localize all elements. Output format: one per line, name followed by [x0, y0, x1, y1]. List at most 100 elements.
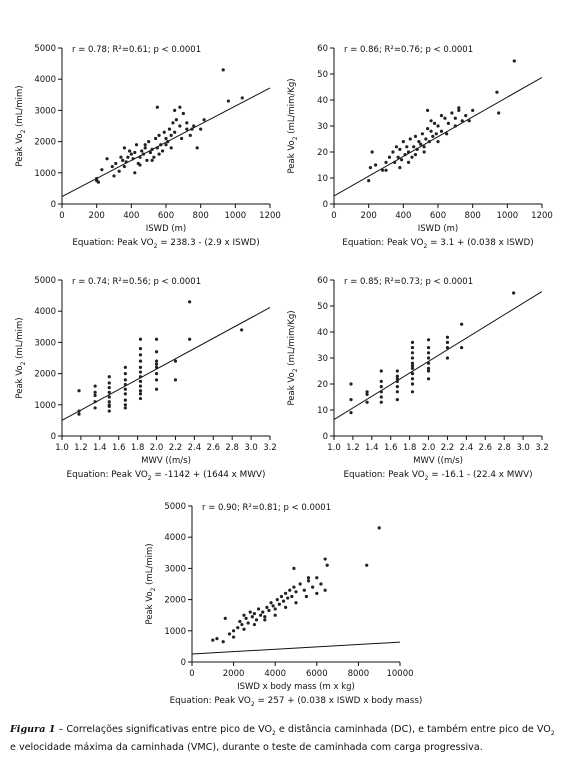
- data-point: [138, 359, 143, 363]
- x-tick-label: 6000: [306, 669, 328, 679]
- data-point: [131, 157, 135, 161]
- x-tick-label: 600: [158, 211, 174, 221]
- y-tick-label: 0: [323, 432, 328, 442]
- data-point: [410, 346, 415, 350]
- y-tick-label: 40: [317, 328, 328, 338]
- data-point: [171, 121, 175, 125]
- data-point: [426, 127, 430, 131]
- data-point: [464, 114, 468, 118]
- data-point: [406, 150, 411, 154]
- x-tick-label: 0: [331, 211, 336, 221]
- chart-5-svg: 0 1000 2000 3000 4000 5000 0 2000 4000 6000 8000 10…: [145, 502, 423, 708]
- data-point: [436, 140, 440, 144]
- equation-main: Equation: Peak VO: [342, 238, 423, 248]
- equation-label: Equation: Peak VO2 = 257 + (0.038 x ISWD…: [170, 696, 423, 708]
- data-point: [284, 591, 288, 595]
- data-point: [365, 400, 369, 404]
- data-point: [143, 143, 147, 147]
- data-point: [138, 392, 143, 396]
- x-tick-label: 2.8: [497, 443, 511, 453]
- equation-sub: 2: [425, 475, 429, 482]
- y-axis-label: Peak Vo2 (mL/mim/Kg): [287, 78, 299, 173]
- y-tick-label: 3000: [34, 106, 56, 116]
- data-point: [311, 585, 315, 589]
- data-point: [497, 111, 501, 115]
- x-tick-label: 2.0: [422, 443, 436, 453]
- data-point: [110, 164, 114, 169]
- data-point: [162, 130, 166, 134]
- regression-line: [334, 291, 542, 421]
- data-point: [395, 379, 399, 383]
- data-point: [306, 576, 311, 580]
- stats-label: r = 0.78; R²=0.61; p < 0.0001: [72, 45, 201, 55]
- x-tick-label: 3.0: [516, 443, 530, 453]
- data-point: [431, 134, 435, 138]
- y-axis-label-sub: 2: [20, 361, 27, 365]
- data-point: [250, 615, 254, 619]
- data-point: [138, 155, 142, 159]
- data-point: [223, 616, 227, 620]
- data-point: [323, 588, 327, 592]
- data-point: [379, 369, 383, 373]
- data-point: [306, 579, 311, 583]
- data-point: [169, 133, 173, 137]
- y-tick-label: 30: [317, 122, 328, 132]
- data-point: [325, 563, 329, 567]
- data-point: [123, 406, 127, 410]
- stats-label: r = 0.90; R²=0.81; p < 0.0001: [202, 503, 331, 513]
- data-point: [242, 613, 246, 617]
- data-point: [123, 398, 127, 402]
- data-point: [512, 59, 516, 63]
- y-tick-label: 50: [317, 302, 328, 312]
- y-tick-label: 1000: [34, 169, 56, 179]
- data-point: [445, 340, 450, 344]
- y-axis-label-sub: 2: [150, 587, 157, 591]
- data-point: [143, 146, 147, 150]
- x-tick-label: 3.2: [535, 443, 549, 453]
- y-tick-label: 3000: [164, 564, 186, 574]
- data-point: [122, 146, 126, 150]
- data-point: [254, 618, 259, 622]
- data-point: [188, 133, 192, 137]
- x-axis-label: ISWD x body mass (m x kg): [237, 682, 355, 692]
- chart-panel-5: 0 1000 2000 3000 4000 5000 0 2000 4000 6000 8000 10…: [130, 488, 430, 722]
- x-tick-label: 1.4: [93, 443, 107, 453]
- data-point: [446, 121, 450, 125]
- data-point: [160, 149, 165, 153]
- data-point: [93, 393, 97, 398]
- y-tick-label: 5000: [34, 44, 56, 54]
- x-tick-label: 200: [89, 211, 105, 221]
- data-point: [154, 365, 159, 369]
- data-point: [155, 146, 159, 150]
- data-point: [396, 155, 400, 159]
- data-point: [107, 395, 111, 399]
- data-point: [147, 140, 151, 144]
- data-point: [368, 166, 372, 170]
- y-tick-label: 5000: [34, 276, 56, 286]
- data-point: [445, 356, 450, 360]
- data-point: [434, 132, 438, 136]
- equation-main: Equation: Peak VO: [343, 470, 424, 480]
- x-tick-label: 2.4: [188, 443, 202, 453]
- data-point: [379, 395, 383, 399]
- data-point: [185, 127, 189, 131]
- data-point: [422, 145, 426, 149]
- data-point: [159, 143, 163, 147]
- y-axis-label-main: Peak Vo: [287, 372, 297, 405]
- data-point: [154, 350, 159, 354]
- x-tick-label: 2.2: [169, 443, 183, 453]
- y-axis-label-tail: (mL/mim/Kg): [287, 78, 297, 136]
- data-point: [395, 377, 399, 381]
- data-point: [157, 152, 161, 156]
- data-point: [426, 351, 431, 355]
- data-point: [138, 163, 142, 167]
- data-point: [105, 157, 109, 161]
- data-point: [164, 143, 168, 147]
- data-point: [394, 145, 398, 149]
- data-point: [395, 385, 399, 389]
- data-point: [77, 409, 81, 413]
- data-point: [304, 594, 308, 599]
- data-point: [178, 124, 182, 128]
- data-point: [100, 168, 104, 172]
